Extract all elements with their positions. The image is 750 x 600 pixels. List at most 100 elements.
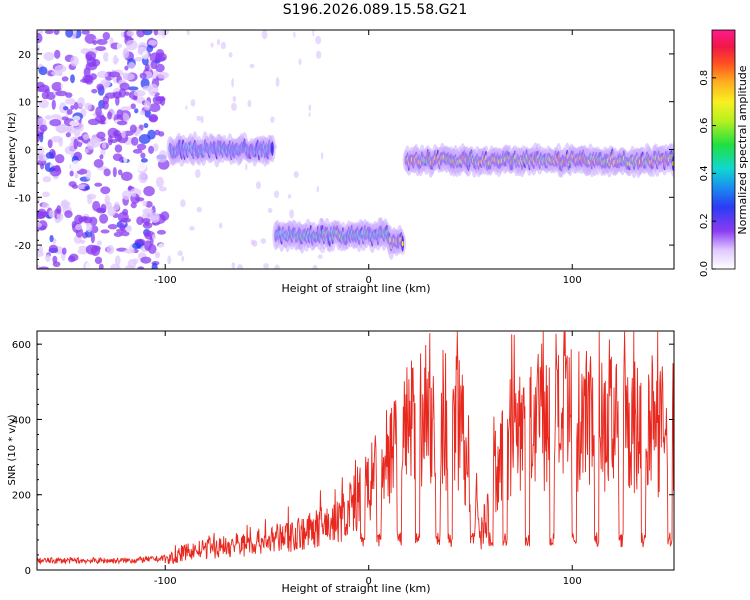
faint-blob: [263, 263, 270, 269]
noise-blob: [128, 253, 136, 259]
noise-blob: [136, 68, 142, 74]
noise-blob: [51, 99, 56, 110]
noise-blob: [73, 138, 79, 150]
faint-blob: [320, 152, 324, 160]
faint-blob: [274, 264, 280, 269]
faint-blob: [312, 30, 315, 37]
noise-blob: [152, 143, 159, 152]
noise-blob: [140, 174, 147, 179]
noise-blob: [103, 80, 110, 88]
faint-blob: [293, 31, 296, 38]
snr-series-line: [37, 331, 674, 566]
noise-blob: [41, 202, 50, 209]
noise-blob: [37, 107, 46, 113]
noise-blob: [116, 109, 124, 118]
noise-blob: [154, 129, 161, 136]
faint-blob: [196, 115, 201, 121]
noise-blob: [116, 42, 122, 51]
noise-blob: [133, 56, 145, 62]
noise-blob: [42, 176, 52, 183]
snr-xlabel: Height of straight line (km): [281, 582, 430, 595]
noise-blob: [37, 146, 45, 156]
x-tick-label: 100: [563, 275, 582, 286]
noise-blob: [155, 176, 164, 188]
y-tick-label: -20: [15, 241, 31, 252]
noise-blob: [91, 88, 98, 94]
noise-blob: [47, 139, 53, 149]
noise-blob: [155, 49, 165, 58]
noise-blob: [144, 232, 152, 237]
faint-blob: [267, 207, 273, 214]
noise-blob: [131, 193, 137, 198]
noise-blob: [51, 81, 63, 92]
noise-blob: [50, 70, 62, 76]
faint-blob: [245, 163, 248, 171]
noise-blob: [157, 71, 169, 79]
noise-blob: [39, 234, 45, 239]
faint-blob: [177, 250, 183, 257]
noise-blob: [46, 91, 56, 100]
faint-blob: [228, 52, 233, 58]
noise-blob: [100, 229, 110, 234]
y-tick-label: 20: [18, 50, 31, 61]
noise-blob: [70, 244, 80, 253]
noise-blob: [87, 118, 100, 126]
noise-blob: [96, 212, 101, 218]
noise-blob: [135, 161, 147, 172]
noise-blob: [120, 217, 132, 223]
y-tick-label: 0: [25, 146, 31, 157]
x-tick-label: 100: [563, 576, 582, 587]
faint-blob: [316, 185, 320, 193]
noise-blob: [129, 124, 137, 134]
noise-blob: [133, 95, 138, 101]
y-tick-label: 400: [12, 415, 31, 426]
noise-blob: [52, 255, 58, 264]
noise-blob: [157, 243, 166, 252]
noise-blob: [142, 200, 148, 207]
faint-blob: [287, 194, 292, 199]
noise-blob: [54, 49, 61, 59]
noise-blob: [70, 160, 83, 172]
noise-blob: [73, 126, 81, 137]
colorbar: [711, 29, 736, 270]
noise-blob: [132, 242, 142, 250]
y-tick-label: 200: [12, 491, 31, 502]
noise-blob: [127, 86, 139, 91]
noise-blob: [142, 222, 153, 229]
snr-ticks: -100 0 100 0 200 400 600: [12, 331, 674, 587]
noise-blob: [113, 54, 118, 65]
noise-blob: [120, 106, 132, 111]
noise-blob: [94, 256, 103, 265]
faint-blob: [216, 39, 221, 46]
noise-blob: [84, 102, 92, 111]
noise-blob: [66, 109, 73, 115]
noise-blob: [114, 144, 123, 153]
noise-blob: [113, 232, 123, 238]
noise-blob: [73, 101, 79, 110]
noise-blob: [74, 214, 84, 225]
noise-blob: [68, 253, 79, 262]
noise-blob: [96, 38, 108, 45]
noise-blob: [143, 186, 155, 197]
noise-blob: [139, 110, 146, 116]
noise-blob: [128, 62, 136, 70]
noise-blob: [113, 129, 121, 137]
faint-blob: [249, 63, 255, 69]
noise-blob: [127, 259, 137, 269]
noise-blob: [131, 136, 139, 146]
noise-blob: [143, 123, 149, 129]
noise-blob: [72, 196, 84, 203]
noise-blob: [85, 261, 95, 269]
noise-blob: [92, 200, 101, 212]
noise-blob: [158, 186, 167, 192]
faint-blob: [255, 181, 262, 190]
faint-blob: [195, 169, 201, 179]
colorbar-tick-label: 0.6: [699, 118, 710, 134]
noise-blob: [120, 31, 125, 38]
noise-blob: [53, 30, 60, 35]
noise-blob: [44, 115, 53, 120]
noise-blob: [106, 244, 115, 255]
noise-blob: [44, 88, 50, 94]
noise-blob: [155, 63, 165, 73]
noise-blob: [99, 154, 104, 160]
